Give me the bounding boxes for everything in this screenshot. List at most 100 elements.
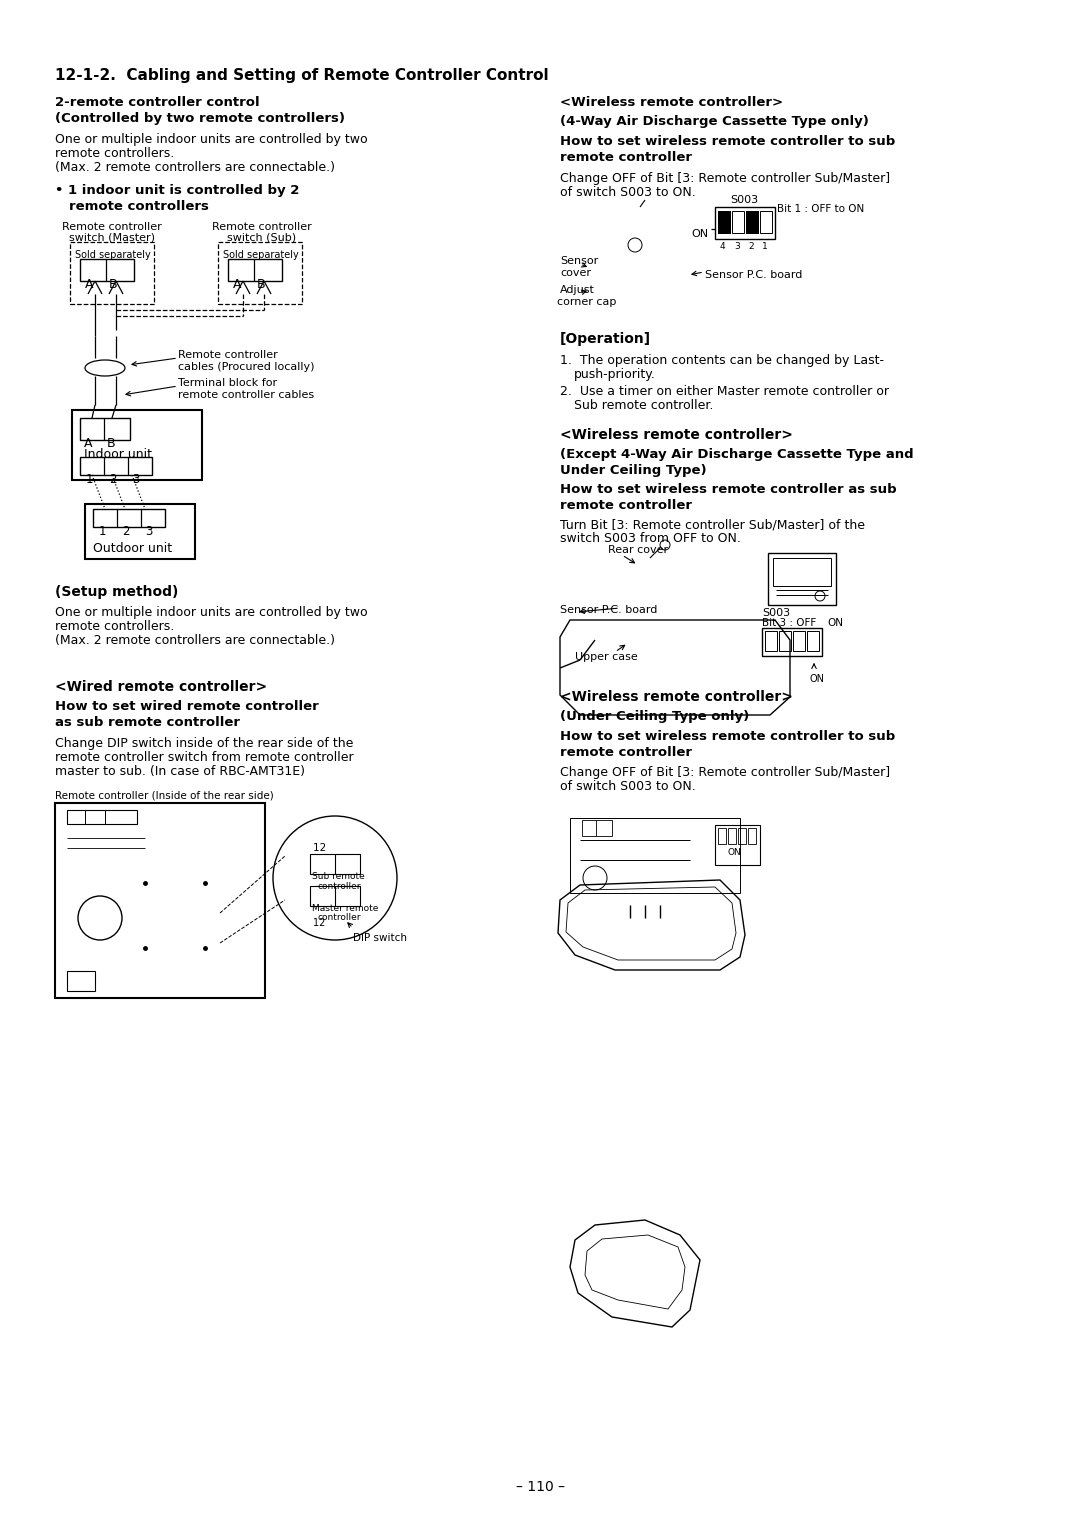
Bar xyxy=(760,210,772,233)
Text: Remote controller: Remote controller xyxy=(63,223,162,232)
Text: How to set wired remote controller: How to set wired remote controller xyxy=(55,700,319,714)
Text: of switch S003 to ON.: of switch S003 to ON. xyxy=(561,186,696,198)
Text: Master remote: Master remote xyxy=(312,904,378,913)
Text: remote controllers: remote controllers xyxy=(69,200,208,214)
Text: corner cap: corner cap xyxy=(557,297,617,307)
Text: <Wireless remote controller>: <Wireless remote controller> xyxy=(561,429,793,442)
Bar xyxy=(70,242,154,303)
Text: B: B xyxy=(257,278,266,291)
Text: remote controller: remote controller xyxy=(561,151,692,165)
Bar xyxy=(793,631,805,651)
Bar xyxy=(748,828,756,843)
Text: switch S003 from OFF to ON.: switch S003 from OFF to ON. xyxy=(561,532,741,544)
Text: [Operation]: [Operation] xyxy=(561,332,651,346)
Bar xyxy=(582,820,612,836)
Text: • 1 indoor unit is controlled by 2: • 1 indoor unit is controlled by 2 xyxy=(55,185,299,197)
Text: (Under Ceiling Type only): (Under Ceiling Type only) xyxy=(561,711,750,723)
Text: cables (Procured locally): cables (Procured locally) xyxy=(178,361,314,372)
Text: 2.  Use a timer on either Master remote controller or: 2. Use a timer on either Master remote c… xyxy=(561,384,889,398)
Text: Remote controller: Remote controller xyxy=(178,351,278,360)
Bar xyxy=(728,828,735,843)
Text: 2: 2 xyxy=(122,525,130,538)
Bar xyxy=(738,828,746,843)
Bar xyxy=(310,854,360,874)
Text: Rear cover: Rear cover xyxy=(608,544,669,555)
Text: Sensor P.C. board: Sensor P.C. board xyxy=(705,270,802,281)
Text: How to set wireless remote controller to sub: How to set wireless remote controller to… xyxy=(561,136,895,148)
Text: <Wireless remote controller>: <Wireless remote controller> xyxy=(561,689,793,705)
Text: push-priority.: push-priority. xyxy=(573,368,656,381)
Text: One or multiple indoor units are controlled by two: One or multiple indoor units are control… xyxy=(55,605,367,619)
Text: How to set wireless remote controller as sub: How to set wireless remote controller as… xyxy=(561,483,896,496)
Bar xyxy=(718,210,730,233)
Text: 3: 3 xyxy=(132,473,139,486)
Text: switch (Sub): switch (Sub) xyxy=(228,233,297,242)
Text: 1.  The operation contents can be changed by Last-: 1. The operation contents can be changed… xyxy=(561,354,885,368)
Text: Remote controller (Inside of the rear side): Remote controller (Inside of the rear si… xyxy=(55,790,273,801)
Bar xyxy=(67,971,95,991)
Text: 3: 3 xyxy=(145,525,152,538)
Text: A: A xyxy=(233,278,242,291)
Bar xyxy=(746,210,758,233)
Text: Sub remote controller.: Sub remote controller. xyxy=(573,400,714,412)
Text: (Max. 2 remote controllers are connectable.): (Max. 2 remote controllers are connectab… xyxy=(55,634,335,647)
Text: <Wireless remote controller>: <Wireless remote controller> xyxy=(561,96,783,108)
Text: 2-remote controller control: 2-remote controller control xyxy=(55,96,259,108)
Bar xyxy=(718,210,730,233)
Bar xyxy=(72,410,202,480)
Text: switch (Master): switch (Master) xyxy=(69,233,156,242)
Text: 4: 4 xyxy=(720,242,726,252)
Text: ON: ON xyxy=(728,848,742,857)
Bar xyxy=(762,628,822,656)
Text: 1: 1 xyxy=(762,242,768,252)
Text: (Setup method): (Setup method) xyxy=(55,586,178,599)
Text: of switch S003 to ON.: of switch S003 to ON. xyxy=(561,779,696,793)
Text: Terminal block for: Terminal block for xyxy=(178,378,278,387)
Text: Upper case: Upper case xyxy=(575,653,638,662)
Text: Bit 3 : OFF: Bit 3 : OFF xyxy=(762,618,816,628)
Text: (Except 4-Way Air Discharge Cassette Type and: (Except 4-Way Air Discharge Cassette Typ… xyxy=(561,448,914,461)
Text: Remote controller: Remote controller xyxy=(212,223,312,232)
Text: B: B xyxy=(107,438,116,450)
Text: 1⁠2: 1⁠2 xyxy=(313,918,325,929)
Bar xyxy=(768,554,836,605)
Bar xyxy=(310,886,360,906)
Text: One or multiple indoor units are controlled by two: One or multiple indoor units are control… xyxy=(55,133,367,146)
Text: Sensor: Sensor xyxy=(561,256,598,265)
Text: S003: S003 xyxy=(730,195,758,204)
Bar xyxy=(228,259,282,281)
Text: 3: 3 xyxy=(734,242,740,252)
Bar xyxy=(67,810,137,824)
Text: 1: 1 xyxy=(86,473,94,486)
Text: A: A xyxy=(85,278,94,291)
Text: Change DIP switch inside of the rear side of the: Change DIP switch inside of the rear sid… xyxy=(55,737,353,750)
Bar xyxy=(55,804,265,997)
Bar xyxy=(746,210,758,233)
Bar xyxy=(80,458,152,474)
Text: remote controller: remote controller xyxy=(561,746,692,759)
Text: controller: controller xyxy=(318,913,361,923)
Text: Indoor unit: Indoor unit xyxy=(84,448,152,461)
Text: (Max. 2 remote controllers are connectable.): (Max. 2 remote controllers are connectab… xyxy=(55,162,335,174)
Text: How to set wireless remote controller to sub: How to set wireless remote controller to… xyxy=(561,730,895,743)
Bar xyxy=(732,210,744,233)
Text: Sold separately: Sold separately xyxy=(222,250,299,259)
Text: master to sub. (In case of RBC-AMT31E): master to sub. (In case of RBC-AMT31E) xyxy=(55,766,305,778)
Bar xyxy=(80,418,130,441)
Text: remote controllers.: remote controllers. xyxy=(55,146,174,160)
Bar xyxy=(80,259,134,281)
Text: DIP switch: DIP switch xyxy=(353,933,407,942)
Bar xyxy=(715,825,760,865)
Text: 1⁠2: 1⁠2 xyxy=(313,843,326,852)
Text: ON: ON xyxy=(827,618,843,628)
Text: Sold separately: Sold separately xyxy=(75,250,151,259)
Bar xyxy=(773,558,831,586)
Text: (Controlled by two remote controllers): (Controlled by two remote controllers) xyxy=(55,111,345,125)
Text: 1: 1 xyxy=(99,525,107,538)
Text: Sensor P.C. board: Sensor P.C. board xyxy=(561,605,658,615)
Text: as sub remote controller: as sub remote controller xyxy=(55,717,240,729)
Text: Under Ceiling Type): Under Ceiling Type) xyxy=(561,464,706,477)
Text: remote controller: remote controller xyxy=(561,499,692,512)
Text: controller: controller xyxy=(318,881,361,891)
Text: cover: cover xyxy=(561,268,591,278)
